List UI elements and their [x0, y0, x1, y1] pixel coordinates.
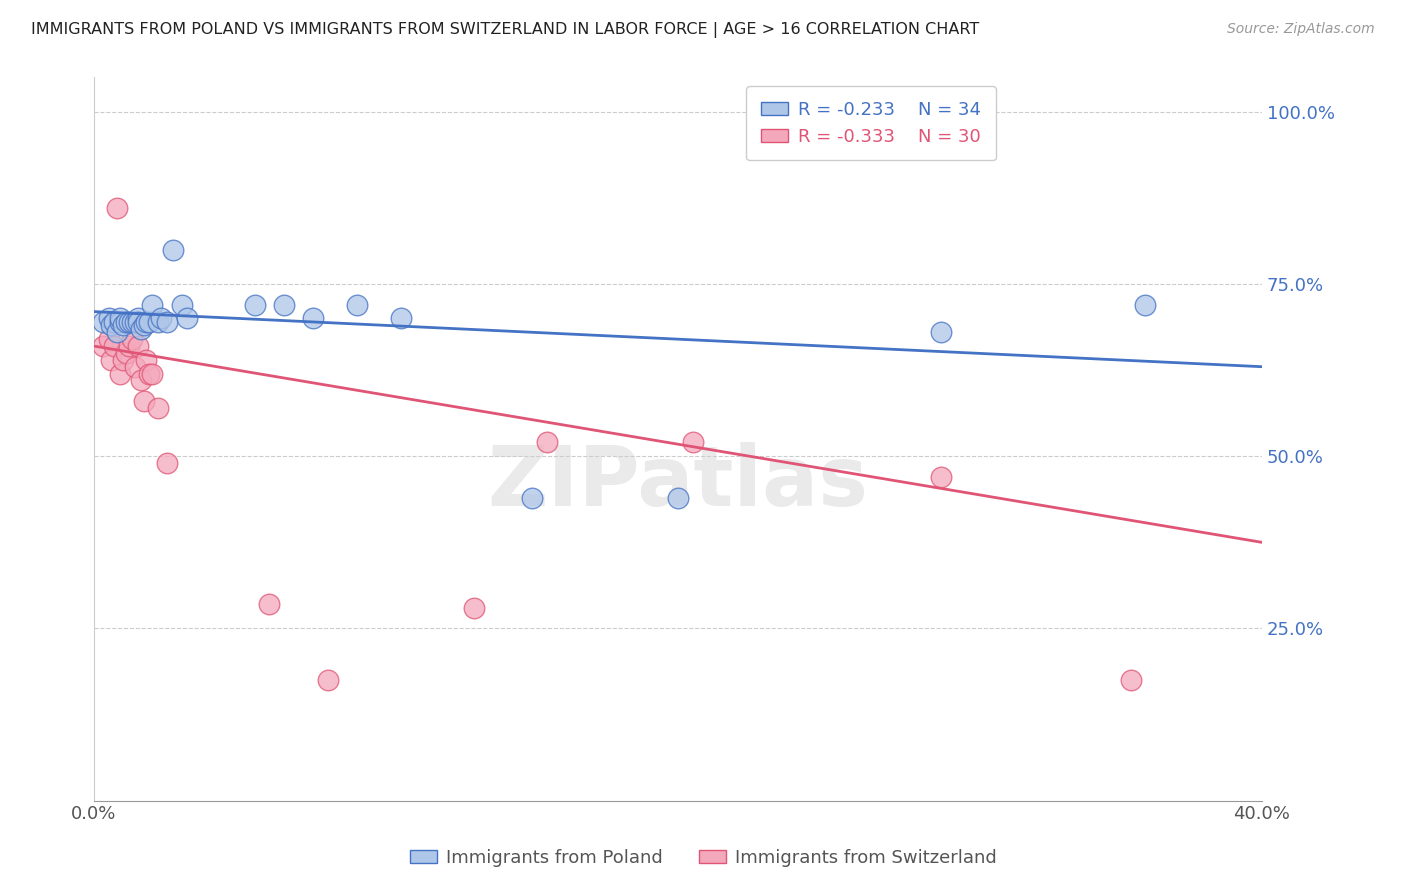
Point — [132, 394, 155, 409]
Point — [132, 318, 155, 333]
Point — [520, 491, 543, 505]
Point — [1119, 673, 1142, 687]
Point — [97, 332, 120, 346]
Point — [176, 311, 198, 326]
Point — [929, 326, 952, 340]
Point — [124, 315, 146, 329]
Point — [389, 311, 412, 326]
Point — [105, 326, 128, 340]
Legend: Immigrants from Poland, Immigrants from Switzerland: Immigrants from Poland, Immigrants from … — [402, 842, 1004, 874]
Point — [97, 311, 120, 326]
Point — [162, 243, 184, 257]
Point — [346, 298, 368, 312]
Point — [135, 315, 157, 329]
Point — [118, 339, 141, 353]
Point — [146, 401, 169, 415]
Point — [103, 339, 125, 353]
Point — [141, 367, 163, 381]
Point — [127, 339, 149, 353]
Point — [536, 435, 558, 450]
Point — [91, 315, 114, 329]
Point — [138, 367, 160, 381]
Point — [146, 315, 169, 329]
Point — [316, 673, 339, 687]
Point — [121, 315, 143, 329]
Point — [257, 597, 280, 611]
Point — [463, 600, 485, 615]
Point — [127, 311, 149, 326]
Point — [127, 315, 149, 329]
Text: IMMIGRANTS FROM POLAND VS IMMIGRANTS FROM SWITZERLAND IN LABOR FORCE | AGE > 16 : IMMIGRANTS FROM POLAND VS IMMIGRANTS FRO… — [31, 22, 979, 38]
Point — [91, 339, 114, 353]
Point — [100, 318, 122, 333]
Point — [129, 322, 152, 336]
Point — [112, 352, 135, 367]
Point — [302, 311, 325, 326]
Point — [105, 202, 128, 216]
Point — [929, 470, 952, 484]
Point — [103, 315, 125, 329]
Point — [124, 359, 146, 374]
Point — [150, 311, 173, 326]
Point — [138, 315, 160, 329]
Text: ZIPatlas: ZIPatlas — [488, 442, 869, 523]
Point — [129, 374, 152, 388]
Point — [112, 318, 135, 333]
Point — [135, 352, 157, 367]
Point — [115, 315, 138, 329]
Point — [141, 298, 163, 312]
Point — [100, 352, 122, 367]
Text: Source: ZipAtlas.com: Source: ZipAtlas.com — [1227, 22, 1375, 37]
Point — [118, 315, 141, 329]
Point — [243, 298, 266, 312]
Point — [121, 332, 143, 346]
Point — [156, 456, 179, 470]
Point — [115, 346, 138, 360]
Point — [108, 315, 131, 329]
Point — [108, 311, 131, 326]
Point — [170, 298, 193, 312]
Point — [1133, 298, 1156, 312]
Point — [666, 491, 689, 505]
Point — [273, 298, 295, 312]
Point — [156, 315, 179, 329]
Point — [682, 435, 704, 450]
Legend: R = -0.233    N = 34, R = -0.333    N = 30: R = -0.233 N = 34, R = -0.333 N = 30 — [747, 87, 995, 161]
Point — [108, 367, 131, 381]
